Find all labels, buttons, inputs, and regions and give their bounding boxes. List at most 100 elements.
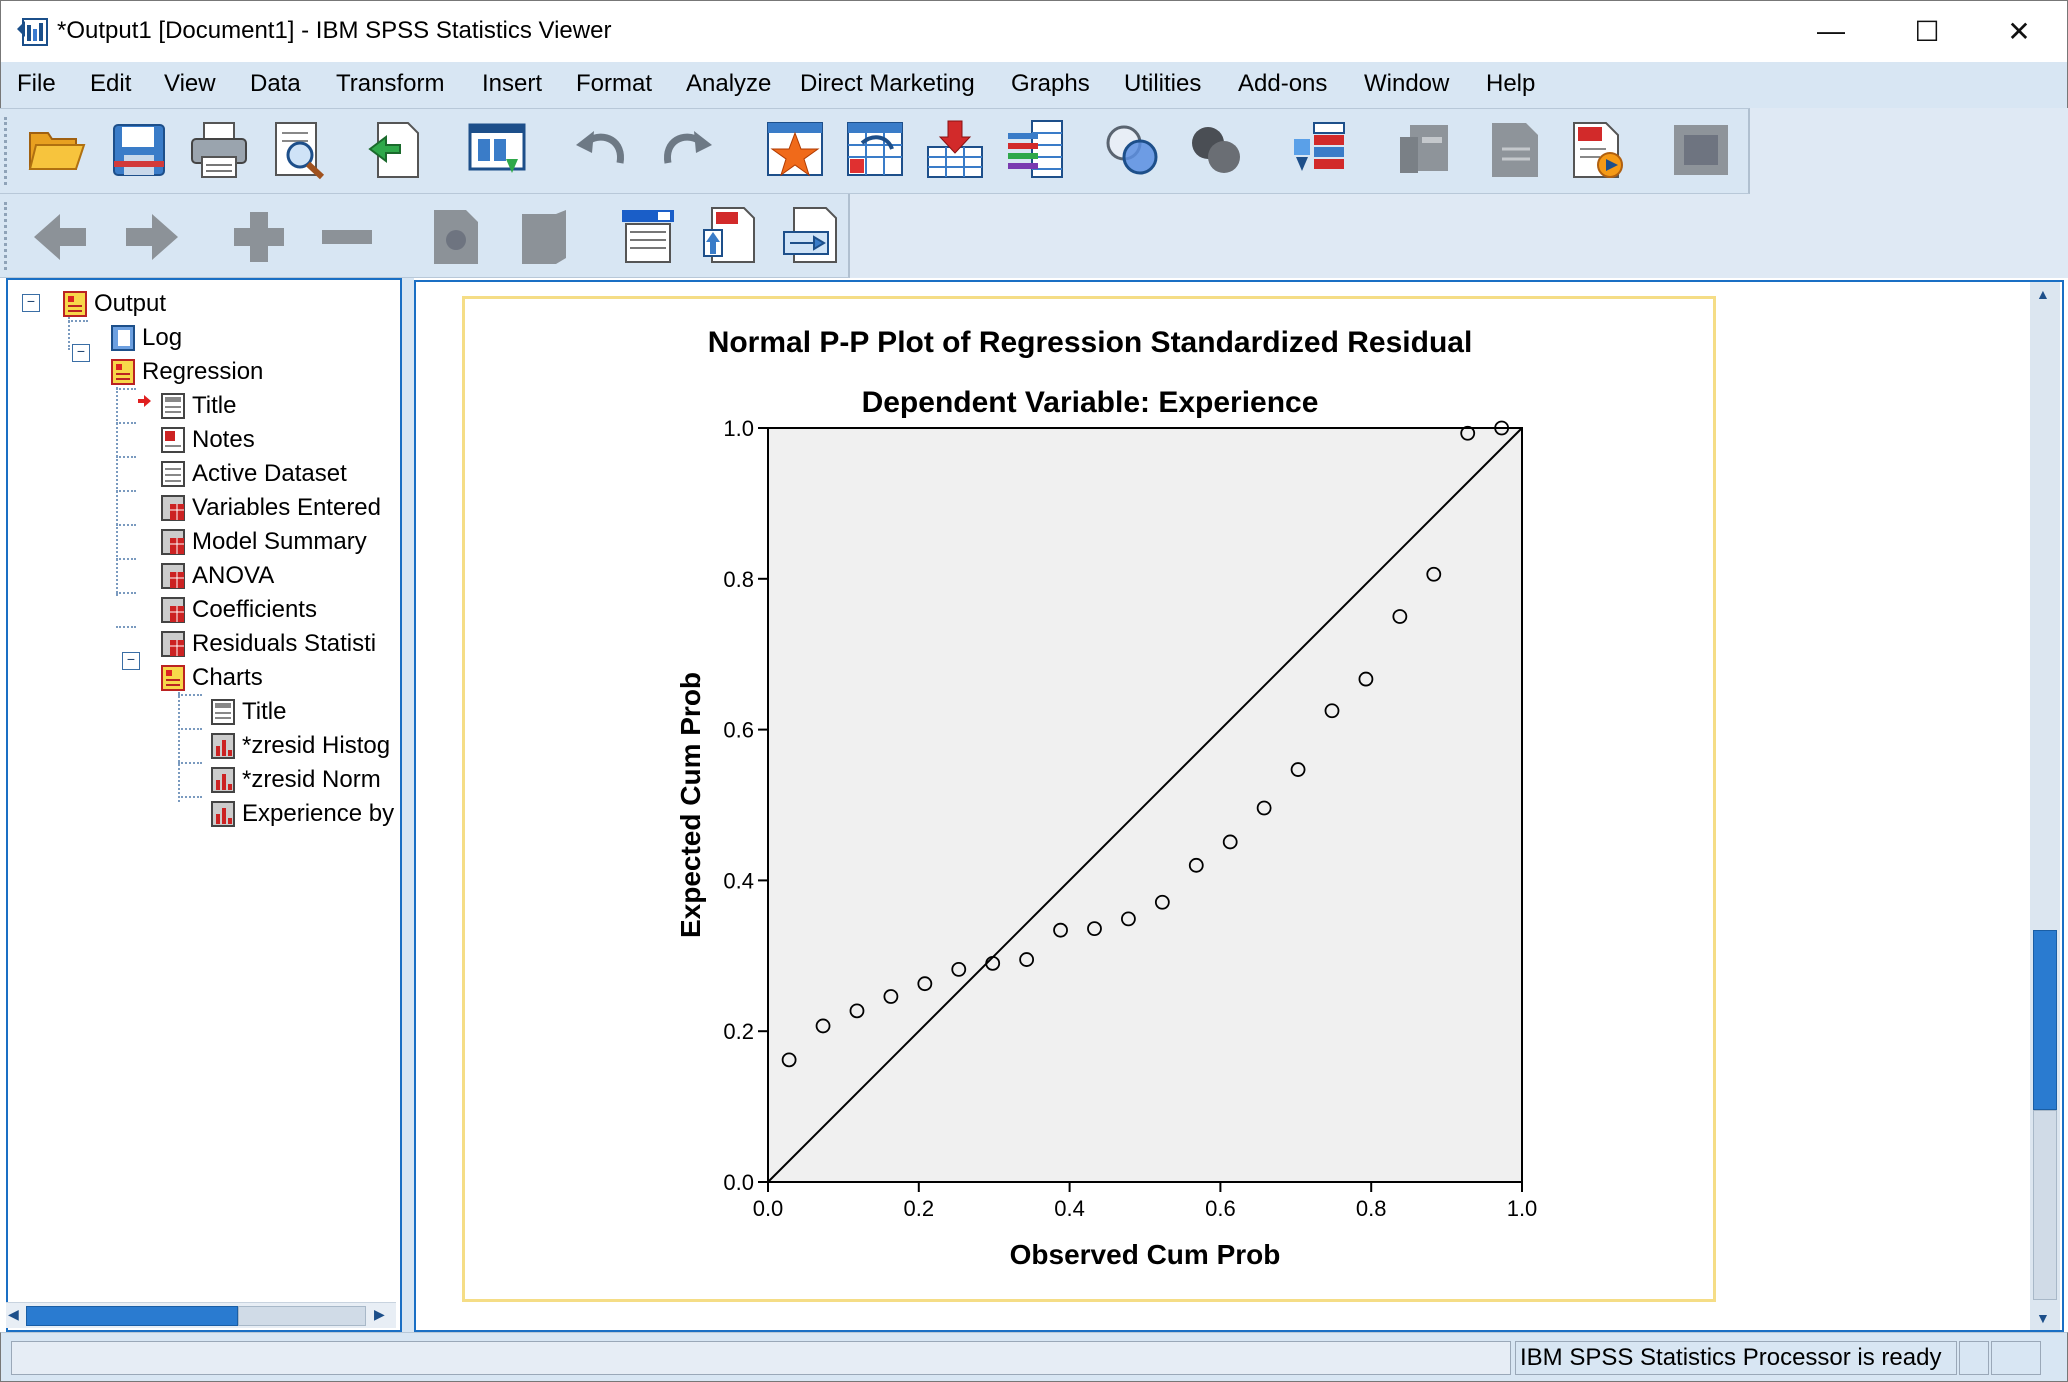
tree-item-chart-title[interactable]: Title bbox=[210, 696, 286, 728]
pp-plot-chart[interactable]: Normal P-P Plot of Regression Standardiz… bbox=[600, 310, 1560, 1280]
data-point bbox=[883, 989, 899, 1004]
title-icon bbox=[211, 699, 235, 725]
use-sets-icon[interactable] bbox=[1186, 119, 1248, 181]
scrollbar-track[interactable] bbox=[238, 1306, 366, 1326]
collapse-output-toggle[interactable]: − bbox=[22, 294, 40, 312]
scroll-right-icon[interactable]: ▶ bbox=[374, 1306, 385, 1322]
data-point bbox=[1290, 762, 1306, 777]
open-icon[interactable] bbox=[26, 119, 88, 181]
promote-icon[interactable] bbox=[30, 206, 92, 268]
x-tick-label: 1.0 bbox=[1507, 1196, 1538, 1221]
scrollbar-thumb[interactable] bbox=[26, 1306, 238, 1326]
spss-app-icon[interactable] bbox=[15, 15, 51, 49]
show-all-variables-icon[interactable] bbox=[1102, 119, 1164, 181]
scroll-left-icon[interactable]: ◀ bbox=[8, 1306, 19, 1322]
tree-label: Output bbox=[94, 290, 167, 317]
menu-direct-marketing[interactable]: Direct Marketing bbox=[800, 70, 975, 97]
variables-icon[interactable] bbox=[1004, 119, 1066, 181]
recall-dialog-icon[interactable] bbox=[466, 119, 528, 181]
menu-file[interactable]: File bbox=[17, 70, 56, 97]
collapse-charts-toggle[interactable]: − bbox=[122, 652, 140, 670]
menu-edit[interactable]: Edit bbox=[90, 70, 132, 97]
tree-item-model-summary[interactable]: Model Summary bbox=[160, 526, 367, 558]
menu-help[interactable]: Help bbox=[1486, 70, 1536, 97]
menu-window[interactable]: Window bbox=[1364, 70, 1450, 97]
redo-icon[interactable] bbox=[656, 119, 718, 181]
folder-book-icon bbox=[161, 665, 185, 691]
tree-item-coefficients[interactable]: Coefficients bbox=[160, 594, 317, 626]
insert-cases-icon[interactable] bbox=[924, 119, 986, 181]
table-icon bbox=[161, 495, 185, 521]
expand-icon[interactable] bbox=[228, 206, 290, 268]
print-preview-icon[interactable] bbox=[268, 119, 330, 181]
menu-insert[interactable]: Insert bbox=[482, 70, 543, 97]
data-point bbox=[815, 1018, 831, 1034]
log-icon bbox=[111, 325, 135, 351]
tree-item-charts[interactable]: Charts bbox=[160, 662, 263, 694]
undo-icon[interactable] bbox=[570, 119, 632, 181]
minimize-button[interactable]: — bbox=[1785, 1, 1877, 61]
x-tick-label: 0.0 bbox=[753, 1196, 784, 1221]
outline-horizontal-scrollbar[interactable]: ◀ ▶ bbox=[6, 1302, 396, 1328]
insert-text-icon[interactable] bbox=[780, 204, 842, 266]
menu-utilities[interactable]: Utilities bbox=[1124, 70, 1202, 97]
show-icon[interactable] bbox=[426, 206, 488, 268]
script-icon[interactable] bbox=[1566, 119, 1628, 181]
close-button[interactable]: ✕ bbox=[1973, 1, 2065, 61]
table-icon bbox=[161, 597, 185, 623]
toolbar-grip[interactable] bbox=[4, 202, 12, 270]
pivot-icon[interactable] bbox=[1394, 119, 1456, 181]
tree-item-active-dataset[interactable]: Active Dataset bbox=[160, 458, 347, 490]
maximize-button[interactable]: ☐ bbox=[1881, 1, 1973, 61]
collapse-icon[interactable] bbox=[316, 206, 378, 268]
insert-title-icon[interactable] bbox=[698, 204, 760, 266]
data-point bbox=[1053, 922, 1068, 938]
menu-view[interactable]: View bbox=[164, 70, 216, 97]
collapse-regression-toggle[interactable]: − bbox=[72, 344, 90, 362]
tree-item-zresid-histogram[interactable]: *zresid Histog bbox=[210, 730, 390, 762]
y-tick-label: 0.6 bbox=[723, 718, 754, 743]
menu-format[interactable]: Format bbox=[576, 70, 653, 97]
tree-item-title[interactable]: Title bbox=[160, 390, 236, 422]
scrollbar-track[interactable] bbox=[2033, 1110, 2057, 1300]
tree-item-output[interactable]: Output bbox=[62, 288, 166, 320]
scroll-down-icon[interactable]: ▼ bbox=[2036, 1310, 2050, 1326]
tree-item-residuals-statistics[interactable]: Residuals Statisti bbox=[160, 628, 376, 660]
menu-graphs[interactable]: Graphs bbox=[1011, 70, 1090, 97]
tree-item-experience-scatter[interactable]: Experience by bbox=[210, 798, 394, 830]
toolbar-grip[interactable] bbox=[4, 117, 12, 185]
frame-icon[interactable] bbox=[1670, 119, 1732, 181]
chart-builder-icon[interactable] bbox=[1484, 119, 1546, 181]
scroll-up-icon[interactable]: ▲ bbox=[2036, 286, 2050, 302]
menu-transform[interactable]: Transform bbox=[336, 70, 445, 97]
tree-item-anova[interactable]: ANOVA bbox=[160, 560, 274, 592]
hide-icon[interactable] bbox=[512, 206, 574, 268]
status-field bbox=[1959, 1341, 1989, 1375]
status-bar: IBM SPSS Statistics Processor is ready bbox=[0, 1332, 2068, 1382]
data-point bbox=[1188, 857, 1204, 873]
pane-splitter[interactable] bbox=[402, 278, 414, 1332]
tree-item-zresid-normal-pp[interactable]: *zresid Norm bbox=[210, 764, 381, 796]
scrollbar-thumb[interactable] bbox=[2033, 930, 2057, 1110]
data-point bbox=[1358, 671, 1374, 687]
designate-window-icon[interactable] bbox=[1290, 119, 1352, 181]
outline-pane: − − − Output Log Regression Title Notes … bbox=[6, 278, 402, 1332]
menu-add-ons[interactable]: Add-ons bbox=[1238, 70, 1328, 97]
save-icon[interactable] bbox=[108, 119, 170, 181]
tree-label: Notes bbox=[192, 426, 255, 453]
tree-item-log[interactable]: Log bbox=[110, 322, 182, 354]
menu-analyze[interactable]: Analyze bbox=[686, 70, 772, 97]
menu-data[interactable]: Data bbox=[250, 70, 301, 97]
goto-case-icon[interactable] bbox=[764, 119, 826, 181]
print-icon[interactable] bbox=[188, 119, 250, 181]
goto-variable-icon[interactable] bbox=[844, 119, 906, 181]
y-axis-label: Expected Cum Prob bbox=[675, 672, 706, 938]
tree-item-notes[interactable]: Notes bbox=[160, 424, 255, 456]
demote-icon[interactable] bbox=[120, 206, 182, 268]
export-icon[interactable] bbox=[364, 119, 426, 181]
tree-item-regression[interactable]: Regression bbox=[110, 356, 263, 388]
tree-item-variables-entered[interactable]: Variables Entered bbox=[160, 492, 381, 524]
data-point bbox=[917, 976, 933, 992]
close-icon: ✕ bbox=[2007, 15, 2031, 47]
insert-heading-icon[interactable] bbox=[618, 204, 680, 266]
